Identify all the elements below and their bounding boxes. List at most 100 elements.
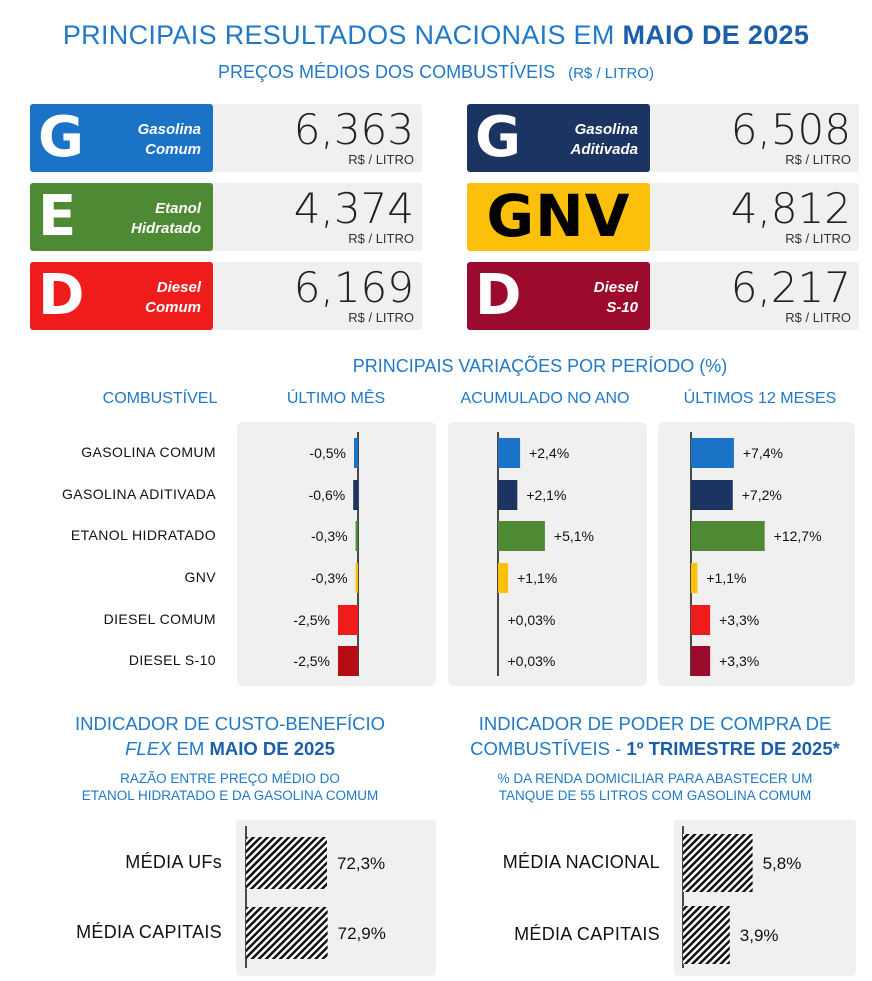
purchase-indicator-subtitle: % DA RENDA DOMICILIAR PARA ABASTECER UM … (440, 770, 870, 804)
bar (691, 521, 765, 551)
price-unit: R$ / LITRO (785, 310, 851, 325)
category-label: GASOLINA ADITIVADA (62, 486, 216, 502)
flex-title-line1: INDICADOR DE CUSTO-BENEFÍCIO (74, 713, 386, 734)
page-subtitle-text: PREÇOS MÉDIOS DOS COMBUSTÍVEIS (218, 62, 556, 82)
bar (691, 563, 698, 593)
price-card-diesel-s10: D Diesel S-10 6,217 R$ / LITRO (467, 262, 859, 330)
data-label: +12,7% (774, 528, 822, 544)
flex-indicator-title: INDICADOR DE CUSTO-BENEFÍCIO FLEX EM MAI… (20, 711, 440, 761)
purchase-subtitle-line2: TANQUE DE 55 LITROS COM GASOLINA COMUM (498, 788, 812, 803)
data-label: +0,03% (508, 612, 556, 628)
column-header-fuel: COMBUSTÍVEL (102, 390, 218, 407)
data-label: -2,5% (293, 612, 330, 628)
data-label: +2,1% (526, 487, 566, 503)
fuel-name-line1: Gasolina (137, 121, 201, 138)
data-label: +3,3% (719, 653, 759, 669)
flex-title-period: MAIO DE 2025 (209, 738, 335, 759)
data-label: -0,3% (311, 570, 348, 586)
price-value: 6,217 (730, 263, 851, 312)
fuel-name-line2: Comum (145, 141, 201, 158)
flex-title-italic: FLEX (125, 738, 172, 759)
flex-subtitle-line1: RAZÃO ENTRE PREÇO MÉDIO DO (120, 771, 340, 786)
page-title-prefix: PRINCIPAIS RESULTADOS NACIONAIS EM (62, 20, 615, 50)
data-label: -0,6% (309, 487, 346, 503)
fuel-name: Diesel Comum (145, 278, 201, 318)
fuel-name: Gasolina Comum (138, 120, 201, 160)
fuel-letter: GNV (486, 182, 631, 250)
price-card-etanol: E Etanol Hidratado 4,374 R$ / LITRO (30, 183, 422, 251)
bar (498, 563, 509, 593)
data-label: -2,5% (293, 653, 330, 669)
bar (683, 906, 730, 964)
category-label: MÉDIA UFs (125, 852, 222, 872)
price-value: 6,169 (293, 263, 414, 312)
data-label: +1,1% (517, 570, 557, 586)
bar (354, 438, 358, 468)
data-label: +0,03% (508, 653, 556, 669)
category-label: GNV (184, 569, 216, 585)
bar (691, 646, 711, 676)
fuel-letter: D (475, 263, 522, 328)
bar (246, 837, 327, 889)
price-value: 4,374 (293, 184, 414, 233)
bar (355, 563, 358, 593)
bar (691, 605, 711, 635)
price-card-gasolina-comum: G Gasolina Comum 6,363 R$ / LITRO (30, 104, 422, 172)
fuel-badge-etanol: E Etanol Hidratado (30, 183, 213, 251)
page-subtitle-unit: (R$ / LITRO) (568, 65, 654, 82)
fuel-name-line1: Etanol (155, 200, 201, 217)
fuel-badge-gnv: GNV (467, 183, 650, 251)
data-label: +7,2% (742, 487, 782, 503)
data-label: +3,3% (719, 612, 759, 628)
bar (683, 834, 753, 892)
category-label: ETANOL HIDRATADO (70, 527, 216, 543)
fuel-letter: D (38, 263, 85, 328)
flex-title-mid: EM (176, 738, 205, 759)
fuel-name-line1: Gasolina (574, 121, 638, 138)
fuel-badge-diesel-s10: D Diesel S-10 (467, 262, 650, 330)
price-card-gasolina-aditivada: G Gasolina Aditivada 6,508 R$ / LITRO (467, 104, 859, 172)
fuel-badge-diesel-comum: D Diesel Comum (30, 262, 213, 330)
data-label: 72,9% (338, 924, 386, 943)
price-unit: R$ / LITRO (785, 231, 851, 246)
category-label: MÉDIA CAPITAIS (514, 924, 660, 944)
column-header-year: ACUMULADO NO ANO (460, 390, 630, 407)
fuel-name-line2: Comum (145, 299, 201, 316)
panel-month (237, 422, 436, 686)
fuel-name-line2: S-10 (606, 299, 638, 316)
flex-subtitle-line2: ETANOL HIDRATADO E DA GASOLINA COMUM (81, 788, 379, 803)
column-header-month: ÚLTIMO MÊS (286, 390, 386, 407)
price-unit: R$ / LITRO (348, 231, 414, 246)
price-value: 6,508 (730, 105, 851, 154)
price-card-diesel-comum: D Diesel Comum 6,169 R$ / LITRO (30, 262, 422, 330)
purchase-title-line1: INDICADOR DE PODER DE COMPRA DE (478, 713, 832, 734)
purchase-title-prefix: COMBUSTÍVEIS - (470, 738, 622, 759)
fuel-letter: G (38, 105, 84, 170)
fuel-name-line1: Diesel (156, 279, 201, 296)
bar (246, 907, 328, 959)
category-label: DIESEL S-10 (128, 652, 216, 668)
data-label: +2,4% (529, 445, 569, 461)
category-label: MÉDIA NACIONAL (502, 852, 660, 872)
purchase-title-line2: COMBUSTÍVEIS - 1º TRIMESTRE DE 2025* (440, 736, 870, 761)
purchase-title-period: 1º TRIMESTRE DE 2025* (626, 738, 840, 759)
purchase-subtitle-line1: % DA RENDA DOMICILIAR PARA ABASTECER UM (497, 771, 813, 786)
panel-year (448, 422, 647, 686)
fuel-name: Gasolina Aditivada (570, 120, 638, 160)
bar (691, 438, 734, 468)
bar (498, 521, 545, 551)
fuel-badge-gasolina-aditivada: G Gasolina Aditivada (467, 104, 650, 172)
fuel-name-line2: Hidratado (130, 220, 201, 237)
price-unit: R$ / LITRO (348, 310, 414, 325)
variations-title: PRINCIPAIS VARIAÇÕES POR PERÍODO (%) (352, 356, 728, 376)
price-value: 6,363 (293, 105, 414, 154)
bar (353, 480, 358, 510)
category-label: GASOLINA COMUM (81, 444, 216, 460)
flex-title-line2: FLEX EM MAIO DE 2025 (20, 736, 440, 761)
bar (691, 480, 733, 510)
fuel-badge-gasolina-comum: G Gasolina Comum (30, 104, 213, 172)
fuel-letter: E (38, 184, 77, 249)
purchase-indicator-title: INDICADOR DE PODER DE COMPRA DE COMBUSTÍ… (440, 711, 870, 761)
